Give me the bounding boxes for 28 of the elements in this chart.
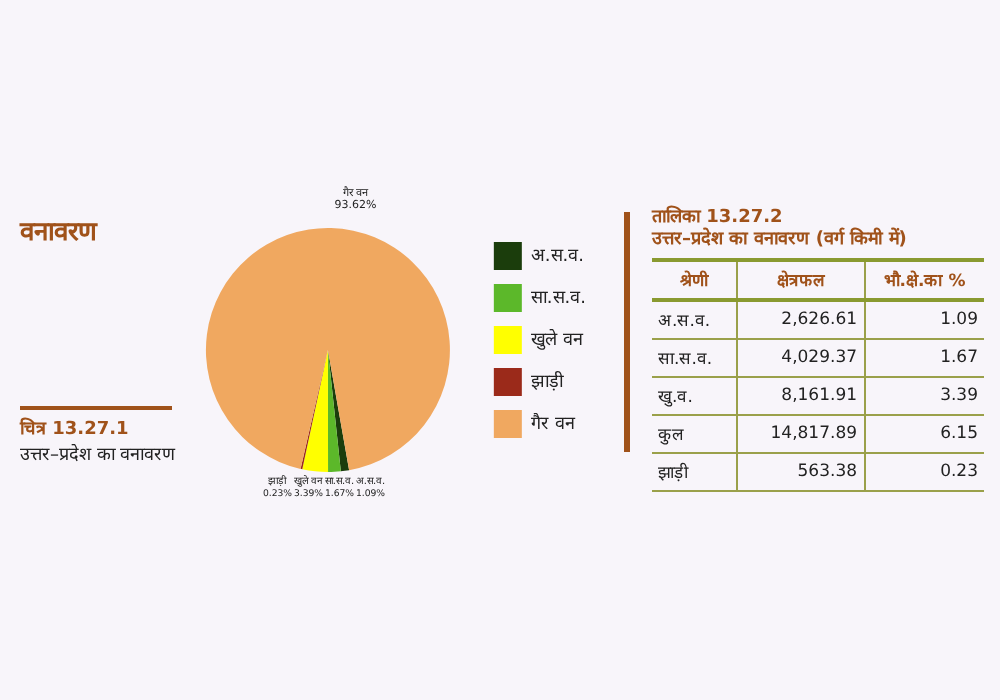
text: क्षेत्रफल: [736, 260, 865, 300]
text: 563.38: [736, 453, 865, 491]
text: कुल: [652, 415, 737, 453]
text: 8,161.91: [736, 377, 865, 415]
text: 1.67: [864, 339, 984, 377]
text: 14,817.89: [736, 415, 865, 453]
text: 1.09: [864, 300, 984, 339]
text: भौ.क्षे.का %: [864, 260, 984, 300]
text: 0.23: [864, 453, 984, 491]
legend-label: खुले वन: [530, 326, 585, 351]
legend-label: झाड़ी: [530, 368, 565, 393]
text: अ.स.व.: [652, 300, 737, 339]
text: 2,626.61: [736, 300, 865, 339]
text: वनावरण: [20, 216, 96, 248]
legend-label: अ.स.व.: [530, 246, 585, 267]
text: 3.39: [864, 377, 984, 415]
text: चित्र 13.27.1: [20, 418, 131, 444]
text: खु.व.: [652, 377, 737, 415]
text: 4,029.37: [736, 339, 865, 377]
legend-label: सा.स.व.: [530, 288, 587, 309]
text: तालिका 13.27.2: [652, 208, 785, 228]
text: सा.स.व.: [652, 339, 737, 377]
legend-label: गैर वन: [530, 410, 577, 435]
text: 6.15: [864, 415, 984, 453]
text: उत्तर–प्रदेश का वनावरण (वर्ग किमी में): [652, 230, 909, 252]
text: श्रेणी: [652, 260, 737, 300]
text: उत्तर–प्रदेश का वनावरण: [20, 444, 177, 470]
text: झाड़ी: [652, 453, 737, 491]
